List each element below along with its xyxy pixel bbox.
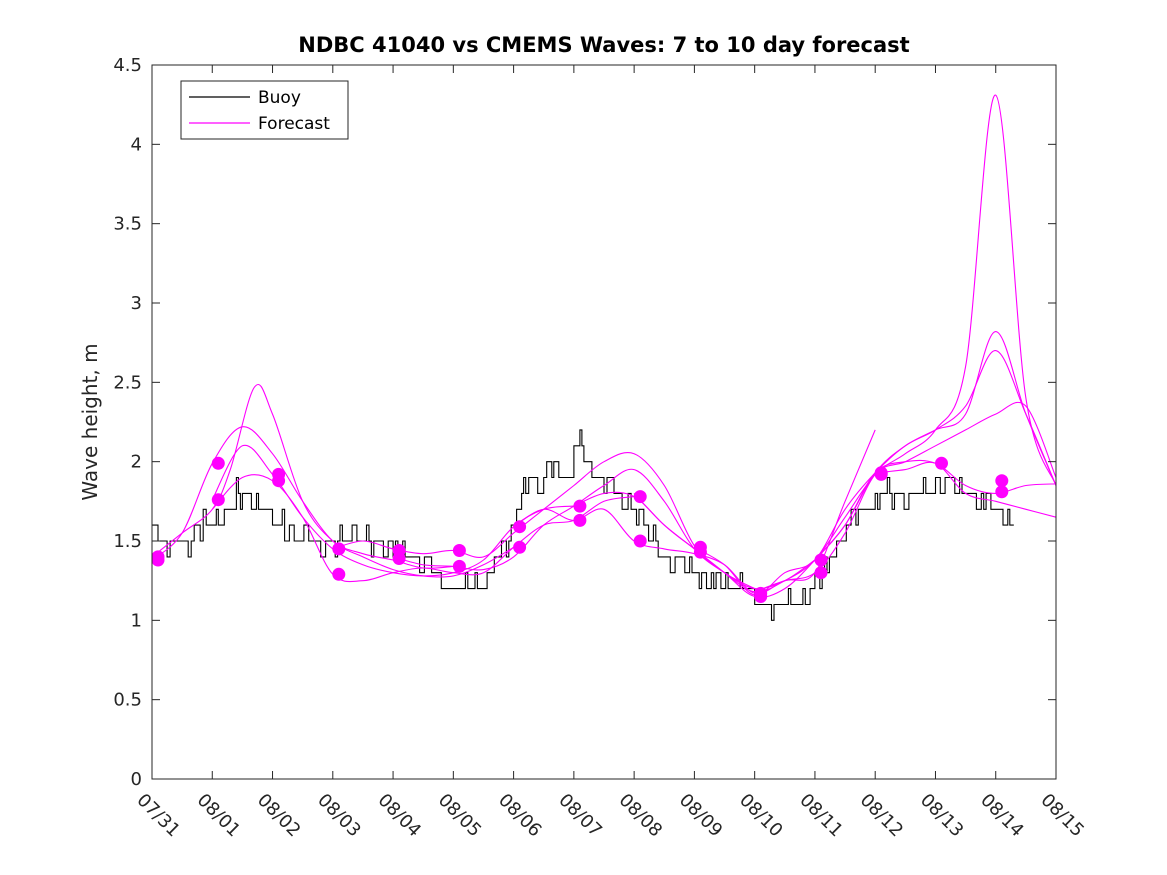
forecast-marker [995, 474, 1009, 488]
y-tick-label: 1 [131, 610, 142, 631]
x-tick-label: 08/13 [916, 790, 968, 842]
x-tick-label: 08/09 [675, 790, 727, 842]
chart-marks [151, 94, 1057, 621]
forecast-marker [211, 493, 225, 507]
x-tick-label: 08/03 [313, 790, 365, 842]
x-tick-label: 08/05 [434, 790, 486, 842]
legend-box [180, 80, 349, 140]
forecast-marker [874, 467, 888, 481]
chart-title: NDBC 41040 vs CMEMS Waves: 7 to 10 day f… [298, 33, 909, 57]
plot-area [152, 65, 1056, 779]
forecast-marker [814, 566, 828, 580]
legend: Buoy Forecast [180, 80, 349, 140]
forecast-marker [332, 567, 346, 581]
y-tick-label: 3.5 [113, 214, 142, 235]
forecast-marker [693, 545, 707, 559]
y-tick-label: 2 [131, 452, 142, 473]
series-line-forecast-4 [211, 474, 635, 583]
axes-box [151, 64, 1057, 780]
x-tick-label: 08/08 [615, 790, 667, 842]
x-tick-label: 08/15 [1036, 790, 1088, 842]
forecast-marker [513, 540, 527, 554]
forecast-marker [633, 490, 647, 504]
series-line-buoy [152, 429, 1014, 621]
series-line-forecast-13 [875, 461, 1057, 518]
forecast-marker [151, 550, 165, 564]
forecast-marker [452, 544, 466, 557]
y-tick-label: 1.5 [113, 531, 142, 552]
forecast-marker [332, 542, 346, 556]
y-tick-label: 4.5 [113, 55, 142, 76]
forecast-marker [392, 552, 406, 565]
x-tick-label: 08/11 [795, 790, 847, 842]
x-tick-label: 08/01 [193, 790, 245, 842]
y-tick-label: 0 [131, 769, 142, 790]
y-tick-label: 4 [131, 134, 142, 155]
x-tick-label: 08/14 [976, 790, 1028, 842]
x-tick-label: 08/02 [253, 790, 305, 842]
forecast-marker [995, 485, 1009, 499]
forecast-marker [452, 559, 466, 573]
x-tick-label: 08/06 [494, 790, 546, 842]
x-tick-label: 08/07 [554, 790, 606, 842]
forecast-marker [211, 456, 225, 470]
forecast-marker [272, 474, 286, 488]
y-tick-label: 2.5 [113, 372, 142, 393]
x-tick-label: 08/12 [856, 790, 908, 842]
legend-buoy-label: Buoy [258, 88, 301, 108]
forecast-marker [935, 456, 948, 470]
x-tick-label: 08/10 [735, 790, 787, 842]
forecast-marker [633, 534, 647, 548]
forecast-marker [814, 553, 828, 567]
forecast-marker [513, 520, 527, 534]
forecast-marker [754, 590, 768, 603]
forecast-marker [573, 513, 587, 527]
legend-forecast-label: Forecast [258, 114, 330, 134]
forecast-marker [573, 499, 587, 513]
x-tick-label: 07/31 [132, 790, 184, 842]
x-tick-label: 08/04 [374, 790, 426, 842]
y-tick-label: 3 [131, 293, 142, 314]
y-axis-label: Wave height, m [78, 343, 102, 500]
y-tick-label: 0.5 [113, 690, 142, 711]
